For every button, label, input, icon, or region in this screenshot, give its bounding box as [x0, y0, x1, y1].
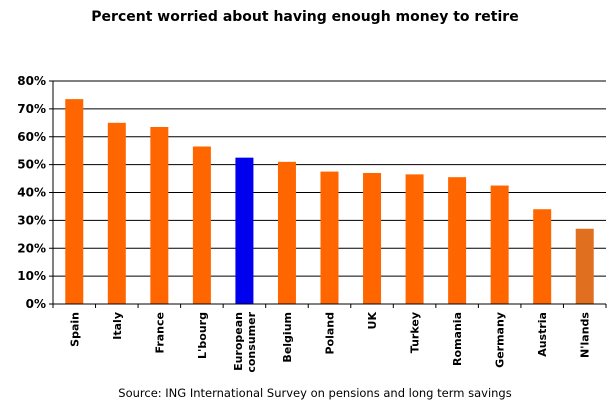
bar [107, 122, 126, 304]
category-label: UK [366, 312, 379, 330]
bar [533, 209, 552, 304]
y-tick-label: 30% [17, 213, 46, 227]
bar [65, 99, 84, 305]
category-label: N'lands [579, 312, 592, 358]
category-label: Turkey [409, 312, 422, 353]
category-label: Germany [494, 312, 507, 368]
bar [448, 177, 467, 304]
y-tick-label: 60% [17, 130, 46, 144]
category-label: France [153, 312, 166, 353]
category-label: Italy [111, 312, 124, 340]
y-tick-label: 70% [17, 102, 46, 116]
bar [277, 161, 296, 304]
bar [150, 126, 169, 305]
bar [490, 185, 509, 304]
bar [363, 172, 382, 304]
y-tick-label: 0% [26, 297, 46, 311]
bar [320, 171, 339, 304]
category-label: Belgium [281, 312, 294, 363]
chart-title: Percent worried about having enough mone… [91, 9, 519, 25]
y-tick-label: 80% [17, 74, 46, 88]
category-label: Austria [536, 312, 549, 357]
category-label: Poland [324, 312, 337, 355]
bar [405, 174, 424, 304]
category-label: Romania [451, 312, 464, 366]
y-tick-label: 10% [17, 269, 46, 283]
category-label: consumer [245, 311, 258, 372]
bar [575, 228, 594, 304]
category-label: European [232, 312, 245, 371]
y-tick-label: 20% [17, 241, 46, 255]
bar [192, 146, 211, 304]
bar [235, 157, 254, 304]
y-tick-label: 40% [17, 186, 46, 200]
y-tick-label: 50% [17, 158, 46, 172]
source-note: Source: ING International Survey on pens… [118, 386, 512, 400]
category-label: Spain [68, 312, 81, 347]
category-label: L'bourg [196, 312, 209, 359]
